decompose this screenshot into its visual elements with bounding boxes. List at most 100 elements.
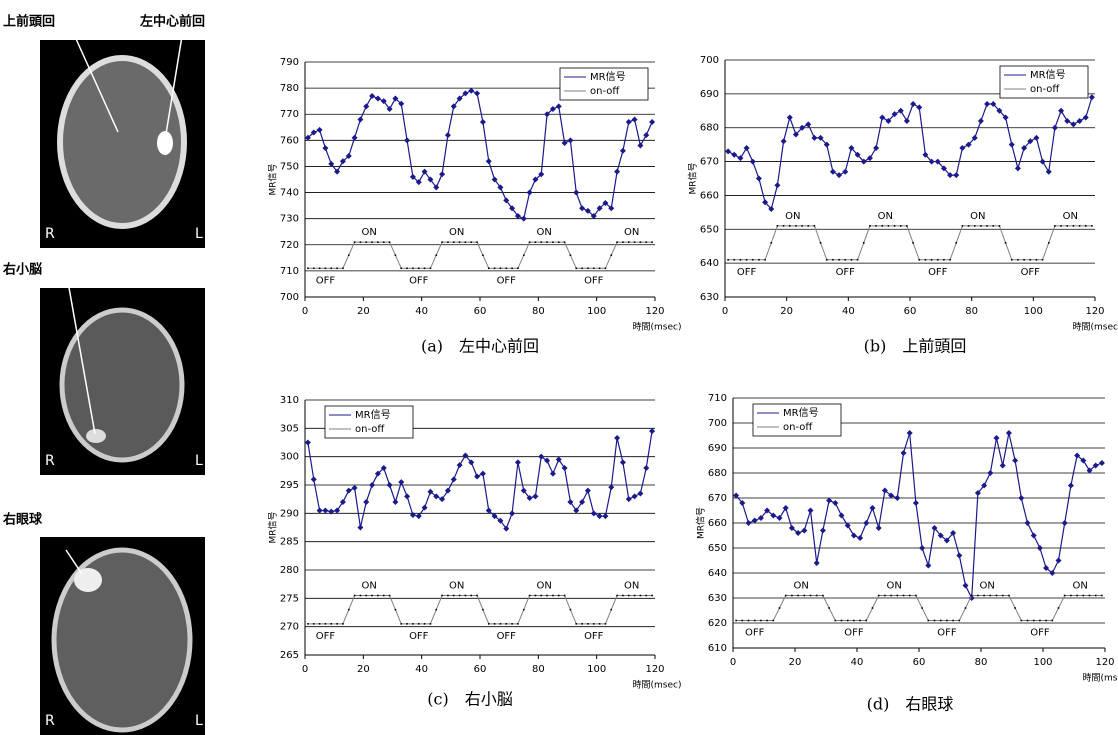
- data-point: [570, 609, 572, 611]
- data-point: [651, 595, 653, 597]
- data-point: [934, 620, 936, 622]
- highlight: [74, 568, 102, 592]
- data-point: [558, 595, 560, 597]
- data-point: [814, 560, 820, 566]
- data-point: [649, 428, 655, 434]
- data-point: [1040, 159, 1046, 165]
- y-tick-label: 305: [280, 423, 299, 434]
- data-point: [1031, 533, 1037, 539]
- data-point: [756, 176, 762, 182]
- data-point: [363, 499, 369, 505]
- data-point: [921, 607, 923, 609]
- data-point: [907, 430, 913, 436]
- data-point: [1025, 520, 1031, 526]
- x-tick-label: 120: [645, 306, 664, 317]
- y-tick-label: 265: [280, 650, 299, 661]
- on-label: ON: [1063, 211, 1078, 222]
- data-point: [953, 172, 959, 178]
- data-point: [949, 259, 951, 261]
- data-point: [783, 505, 789, 511]
- data-point: [398, 479, 404, 485]
- data-point: [579, 205, 585, 211]
- data-point: [441, 595, 443, 597]
- data-point: [317, 127, 323, 133]
- data-point: [430, 267, 432, 269]
- x-tick-label: 0: [302, 306, 308, 317]
- y-tick-label: 610: [708, 643, 727, 654]
- data-point: [1058, 607, 1060, 609]
- off-label: OFF: [584, 275, 604, 286]
- data-point: [552, 595, 554, 597]
- y-tick-label: 620: [708, 618, 727, 629]
- data-point: [649, 119, 655, 125]
- chart-title: (d) 右眼球: [867, 695, 954, 714]
- data-point: [983, 595, 985, 597]
- series-line: [308, 242, 652, 268]
- data-point: [360, 595, 362, 597]
- data-point: [651, 241, 653, 243]
- data-point: [465, 241, 467, 243]
- data-point: [523, 254, 525, 256]
- data-point: [748, 620, 750, 622]
- x-tick-label: 60: [913, 657, 926, 668]
- data-point: [540, 241, 542, 243]
- data-point: [573, 190, 579, 196]
- data-point: [766, 620, 768, 622]
- data-point: [620, 459, 626, 465]
- data-point: [1052, 125, 1058, 131]
- data-point: [357, 116, 363, 122]
- data-point: [511, 267, 513, 269]
- data-point: [581, 623, 583, 625]
- data-point: [527, 190, 533, 196]
- data-point: [807, 225, 809, 227]
- data-point: [404, 493, 410, 499]
- data-point: [640, 241, 642, 243]
- y-tick-label: 740: [280, 188, 299, 199]
- data-point: [1083, 595, 1085, 597]
- y-axis-label: MR信号: [267, 511, 279, 543]
- data-point: [999, 225, 1001, 227]
- y-tick-label: 630: [700, 292, 719, 303]
- data-point: [962, 225, 964, 227]
- orientation-label: L: [195, 226, 203, 242]
- y-tick-label: 700: [700, 55, 719, 66]
- data-point: [342, 267, 344, 269]
- data-point: [1012, 458, 1018, 464]
- data-point: [915, 595, 917, 597]
- x-tick-label: 120: [1095, 657, 1114, 668]
- data-point: [994, 435, 1000, 441]
- data-point: [474, 90, 480, 96]
- data-point: [912, 242, 914, 244]
- data-point: [1046, 169, 1052, 175]
- data-point: [725, 148, 731, 154]
- data-point: [476, 595, 478, 597]
- y-tick-label: 680: [708, 468, 727, 479]
- data-point: [1017, 259, 1019, 261]
- data-point: [474, 474, 480, 480]
- data-point: [319, 267, 321, 269]
- x-tick-label: 0: [730, 657, 736, 668]
- data-point: [593, 623, 595, 625]
- data-point: [777, 225, 779, 227]
- data-point: [342, 623, 344, 625]
- data-point: [336, 623, 338, 625]
- data-point: [392, 499, 398, 505]
- x-tick-label: 100: [587, 664, 606, 675]
- y-tick-label: 660: [708, 518, 727, 529]
- y-tick-label: 730: [280, 214, 299, 225]
- data-point: [777, 515, 783, 521]
- data-point: [857, 259, 859, 261]
- data-point: [811, 135, 817, 141]
- data-point: [838, 259, 840, 261]
- data-point: [1073, 225, 1075, 227]
- x-tick-label: 60: [904, 306, 917, 317]
- data-point: [1085, 225, 1087, 227]
- data-point: [1070, 121, 1076, 127]
- data-point: [529, 595, 531, 597]
- data-point: [774, 182, 780, 188]
- data-point: [752, 259, 754, 261]
- data-point: [750, 159, 756, 165]
- data-point: [521, 216, 527, 222]
- data-point: [406, 623, 408, 625]
- data-point: [614, 169, 620, 175]
